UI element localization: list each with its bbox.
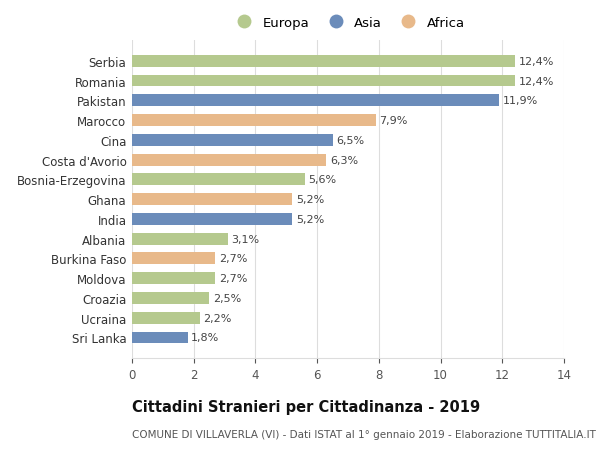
Bar — [132, 75, 515, 87]
Bar — [132, 273, 215, 285]
Text: 12,4%: 12,4% — [518, 76, 554, 86]
Text: 3,1%: 3,1% — [232, 234, 259, 244]
Bar — [132, 292, 209, 304]
Text: 2,2%: 2,2% — [203, 313, 232, 323]
Text: COMUNE DI VILLAVERLA (VI) - Dati ISTAT al 1° gennaio 2019 - Elaborazione TUTTITA: COMUNE DI VILLAVERLA (VI) - Dati ISTAT a… — [132, 429, 596, 439]
Text: 2,5%: 2,5% — [213, 293, 241, 303]
Bar — [132, 134, 332, 146]
Text: Cittadini Stranieri per Cittadinanza - 2019: Cittadini Stranieri per Cittadinanza - 2… — [132, 399, 480, 414]
Text: 6,5%: 6,5% — [336, 135, 364, 146]
Text: 11,9%: 11,9% — [503, 96, 538, 106]
Text: 2,7%: 2,7% — [219, 274, 247, 284]
Text: 5,6%: 5,6% — [308, 175, 337, 185]
Bar — [132, 95, 499, 107]
Bar — [132, 154, 326, 166]
Bar — [132, 253, 215, 265]
Text: 5,2%: 5,2% — [296, 195, 325, 205]
Bar — [132, 56, 515, 67]
Bar — [132, 115, 376, 127]
Legend: Europa, Asia, Africa: Europa, Asia, Africa — [226, 11, 470, 35]
Bar — [132, 213, 292, 225]
Bar — [132, 194, 292, 206]
Text: 5,2%: 5,2% — [296, 214, 325, 224]
Bar — [132, 312, 200, 324]
Bar — [132, 233, 227, 245]
Text: 7,9%: 7,9% — [379, 116, 408, 126]
Text: 6,3%: 6,3% — [330, 155, 358, 165]
Text: 2,7%: 2,7% — [219, 254, 247, 264]
Text: 12,4%: 12,4% — [518, 56, 554, 67]
Bar — [132, 332, 188, 344]
Text: 1,8%: 1,8% — [191, 333, 220, 343]
Bar — [132, 174, 305, 186]
